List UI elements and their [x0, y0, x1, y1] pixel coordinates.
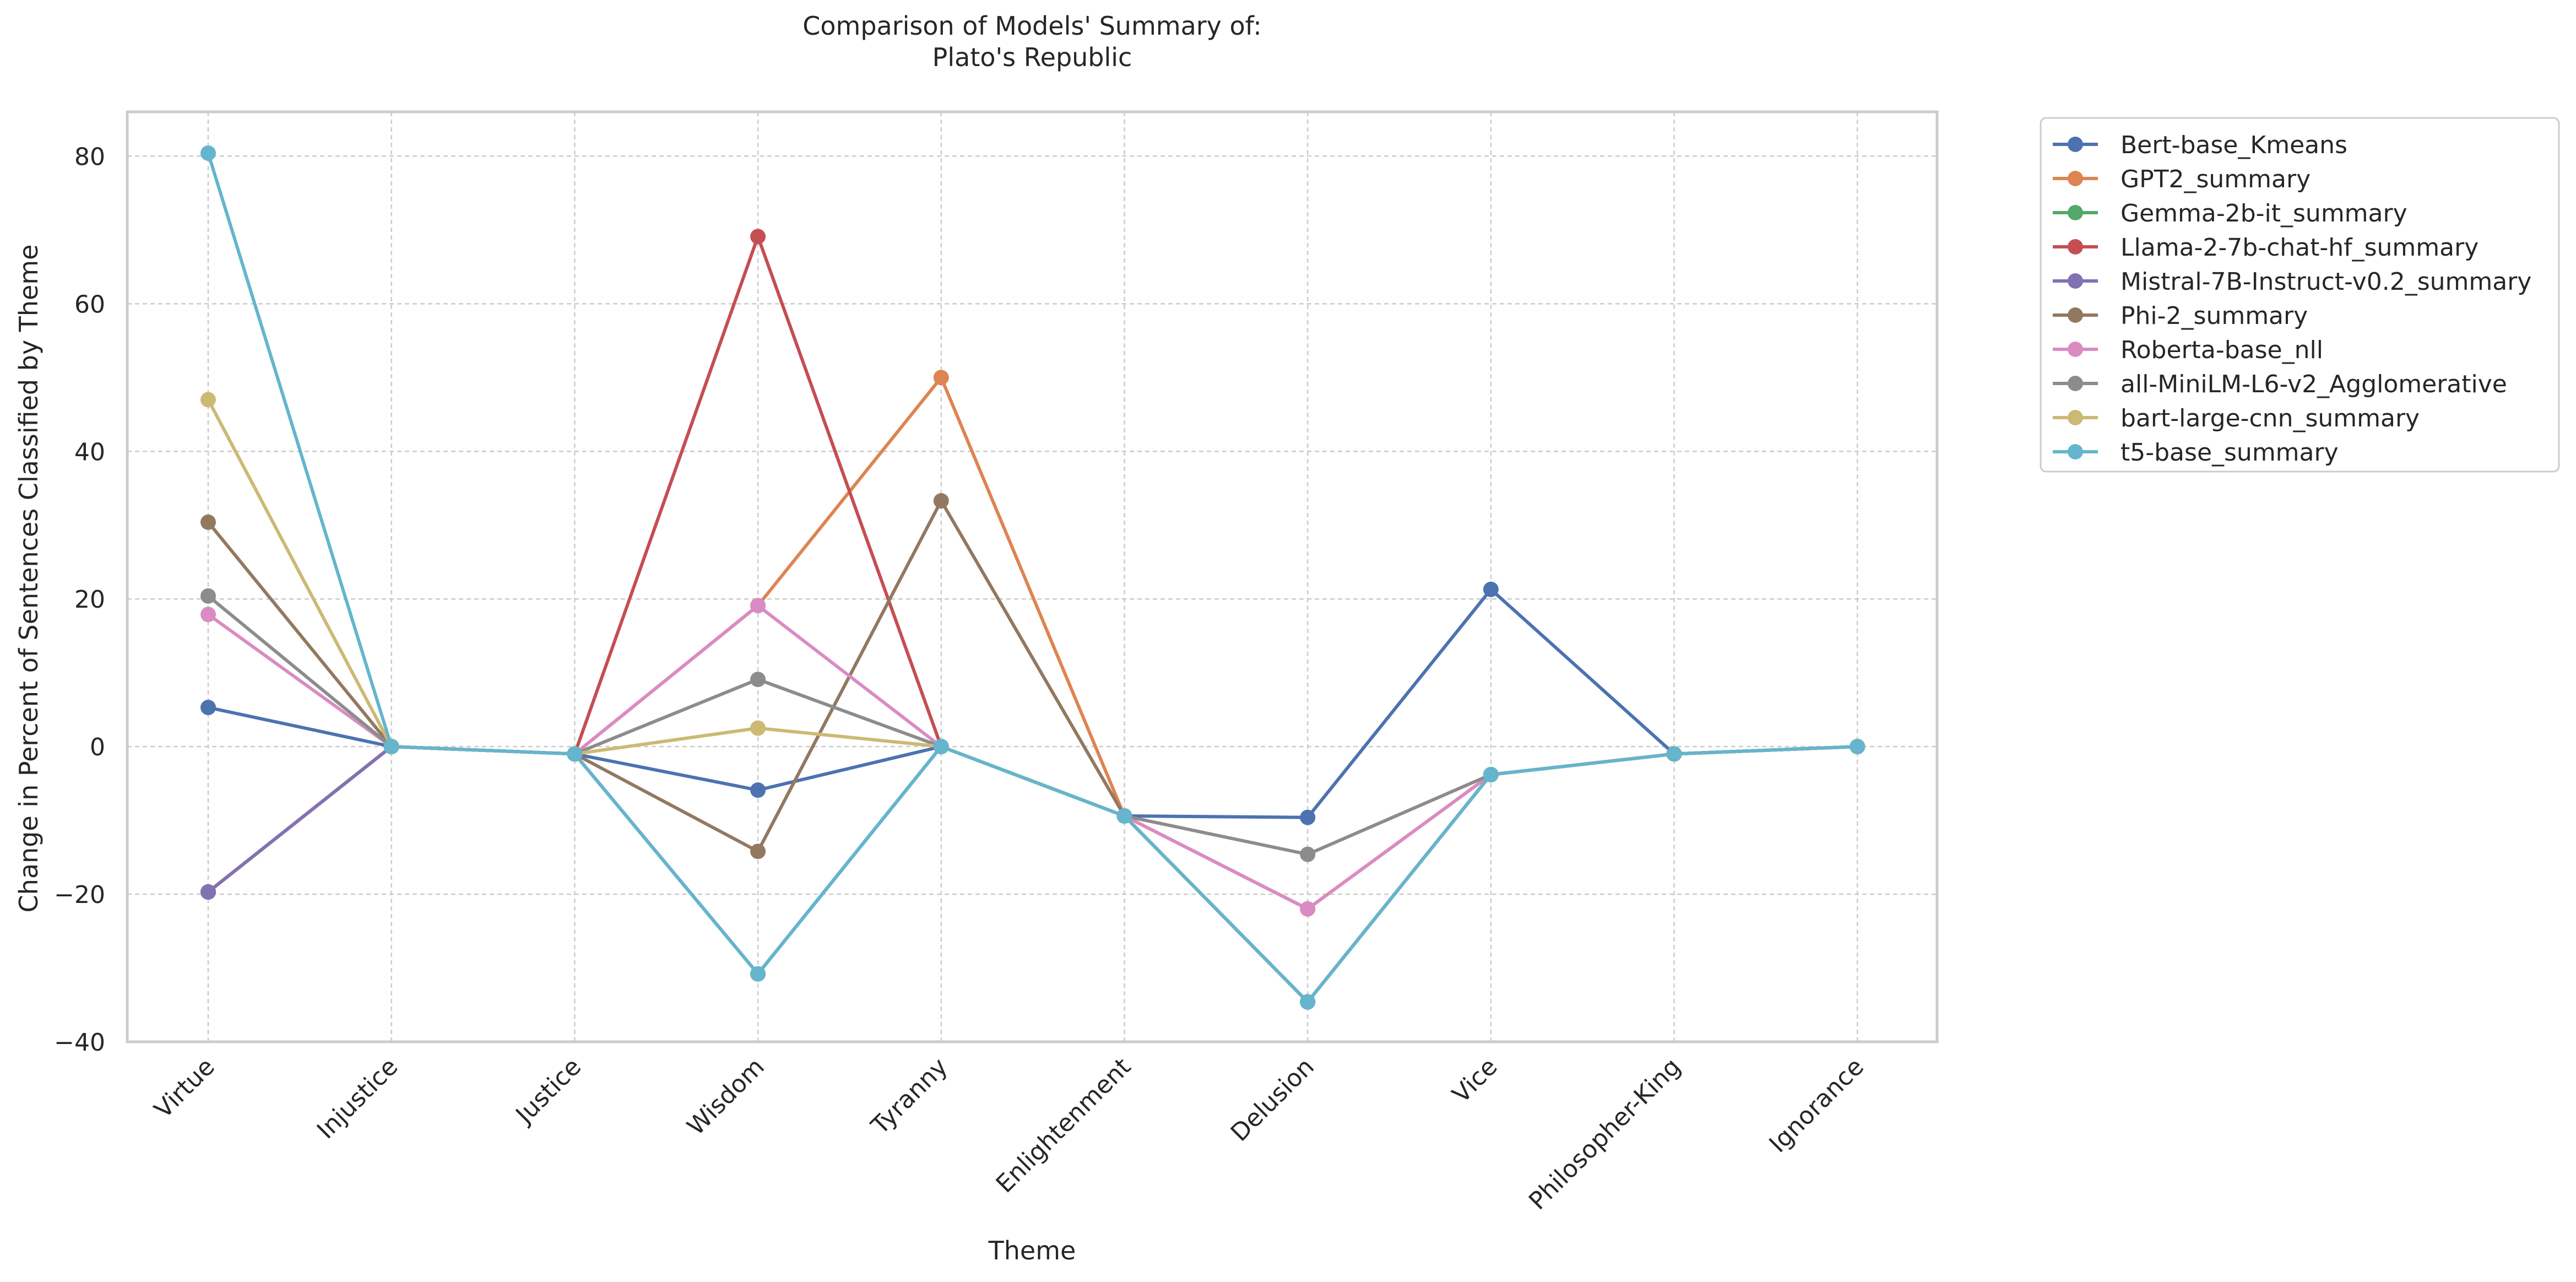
chart-title-line-2: Plato's Republic — [932, 42, 1132, 72]
series-line-bert-base-kmeans — [208, 587, 1858, 819]
data-point-t5-base-summary — [1483, 767, 1499, 783]
data-point-t5-base-summary — [1850, 739, 1865, 755]
y-tick-label: 0 — [90, 733, 105, 761]
data-point-all-minilm-l6-v2-agglomerative — [750, 672, 766, 688]
legend-entry-label: bart-large-cnn_summary — [2121, 404, 2420, 432]
y-tick-label: 80 — [74, 143, 105, 171]
data-point-llama-2-7b-chat-hf-summary — [750, 229, 766, 245]
x-tick-label: Justice — [509, 1053, 587, 1130]
legend-entry-label: GPT2_summary — [2121, 165, 2311, 193]
x-ticks: Virtue Injustice Justice Wisdom Tyranny Enlig… — [149, 1053, 1869, 1215]
x-tick-label: Tyranny — [866, 1053, 953, 1140]
series-line-llama-2-7b-chat-hf-summary — [207, 235, 1858, 1004]
data-point-t5-base-summary — [750, 966, 766, 982]
legend-swatch-marker — [2068, 342, 2083, 357]
x-tick-label: Virtue — [149, 1053, 220, 1124]
series-line-gemma-2b-it-summary — [207, 745, 1858, 1004]
x-tick-label: Enlightenment — [991, 1053, 1137, 1199]
y-tick-label: 20 — [74, 586, 105, 614]
x-tick-label: Delusion — [1225, 1053, 1320, 1147]
legend-entry-label: Llama-2-7b-chat-hf_summary — [2121, 234, 2479, 262]
legend-swatch-marker — [2068, 444, 2083, 459]
legend-entry-label: Roberta-base_nll — [2121, 336, 2323, 364]
grid — [127, 112, 1937, 1043]
data-point-t5-base-summary — [567, 746, 583, 762]
series-line-gpt2-summary — [207, 376, 1858, 911]
chart-title-line-1: Comparison of Models' Summary of: — [802, 11, 1261, 41]
series-line-t5-base-summary — [207, 153, 1858, 1004]
data-point-all-minilm-l6-v2-agglomerative — [1300, 846, 1316, 862]
y-tick-label: −20 — [54, 881, 105, 909]
y-tick-label: 60 — [74, 290, 105, 318]
data-point-roberta-base-nll — [1300, 901, 1316, 917]
data-point-bart-large-cnn-summary — [750, 720, 766, 736]
series-line-phi-2-summary — [207, 499, 1858, 1004]
series-line-all-minilm-l6-v2-agglomerative — [207, 594, 1858, 856]
x-tick-label: Wisdom — [682, 1053, 770, 1141]
data-point-t5-base-summary — [383, 739, 399, 755]
x-tick-label: Ignorance — [1764, 1053, 1870, 1159]
legend-entry-label: Mistral-7B-Instruct-v0.2_summary — [2121, 268, 2531, 296]
legend-swatch-marker — [2068, 273, 2083, 289]
legend-swatch-marker — [2068, 171, 2083, 186]
legend-swatch-marker — [2068, 205, 2083, 220]
data-point-t5-base-summary — [200, 145, 216, 161]
series-line-roberta-base-nll — [207, 604, 1858, 911]
x-axis-label: Theme — [988, 1236, 1076, 1265]
data-point-t5-base-summary — [1116, 808, 1132, 824]
data-point-mistral-7b-instruct-v0-2-summary — [200, 884, 216, 900]
series-line-bart-large-cnn-summary — [207, 399, 1858, 1004]
legend-swatch-marker — [2068, 376, 2083, 391]
data-point-roberta-base-nll — [750, 598, 766, 614]
legend-entry-label: Phi-2_summary — [2121, 302, 2308, 330]
series-markers — [200, 145, 1865, 1010]
y-axis-label: Change in Percent of Sentences Classifie… — [14, 245, 44, 913]
data-point-phi-2-summary — [750, 843, 766, 859]
legend-entry-label: t5-base_summary — [2121, 439, 2339, 467]
data-point-phi-2-summary — [933, 493, 949, 509]
data-point-bert-base-kmeans — [200, 700, 216, 716]
series-line-mistral-7b-instruct-v0-2-summary — [207, 745, 1858, 1004]
legend: Bert-base_Kmeans GPT2_summary Gemma-2b-it_… — [2040, 117, 2560, 473]
data-point-bert-base-kmeans — [750, 782, 766, 798]
series-lines — [207, 153, 1858, 1004]
data-point-t5-base-summary — [1300, 994, 1316, 1010]
y-ticks: 80 60 40 20 0 −20 −40 — [54, 143, 105, 1057]
legend-entry-label: Bert-base_Kmeans — [2121, 131, 2347, 159]
y-tick-label: −40 — [54, 1029, 105, 1057]
legend-swatch-marker — [2068, 410, 2083, 425]
legend-entry-label: all-MiniLM-L6-v2_Agglomerative — [2121, 370, 2507, 398]
data-point-phi-2-summary — [200, 514, 216, 530]
legend-swatch-marker — [2068, 307, 2083, 323]
data-point-bart-large-cnn-summary — [200, 392, 216, 408]
data-point-gpt2-summary — [933, 370, 949, 386]
data-point-roberta-base-nll — [200, 607, 216, 623]
data-point-bert-base-kmeans — [1300, 809, 1316, 825]
legend-box — [2040, 117, 2560, 473]
y-tick-label: 40 — [74, 438, 105, 466]
x-tick-label: Vice — [1447, 1053, 1503, 1109]
legend-swatch-marker — [2068, 137, 2083, 152]
plot-frame — [126, 110, 1939, 1043]
data-point-all-minilm-l6-v2-agglomerative — [200, 588, 216, 604]
data-point-t5-base-summary — [1666, 746, 1682, 762]
legend-swatch-marker — [2068, 239, 2083, 255]
x-tick-label: Injustice — [312, 1053, 404, 1145]
data-point-bert-base-kmeans — [1483, 581, 1499, 597]
legend-entry-label: Gemma-2b-it_summary — [2121, 199, 2407, 228]
data-point-t5-base-summary — [933, 739, 949, 755]
x-tick-label: Philosopher-King — [1523, 1053, 1686, 1215]
